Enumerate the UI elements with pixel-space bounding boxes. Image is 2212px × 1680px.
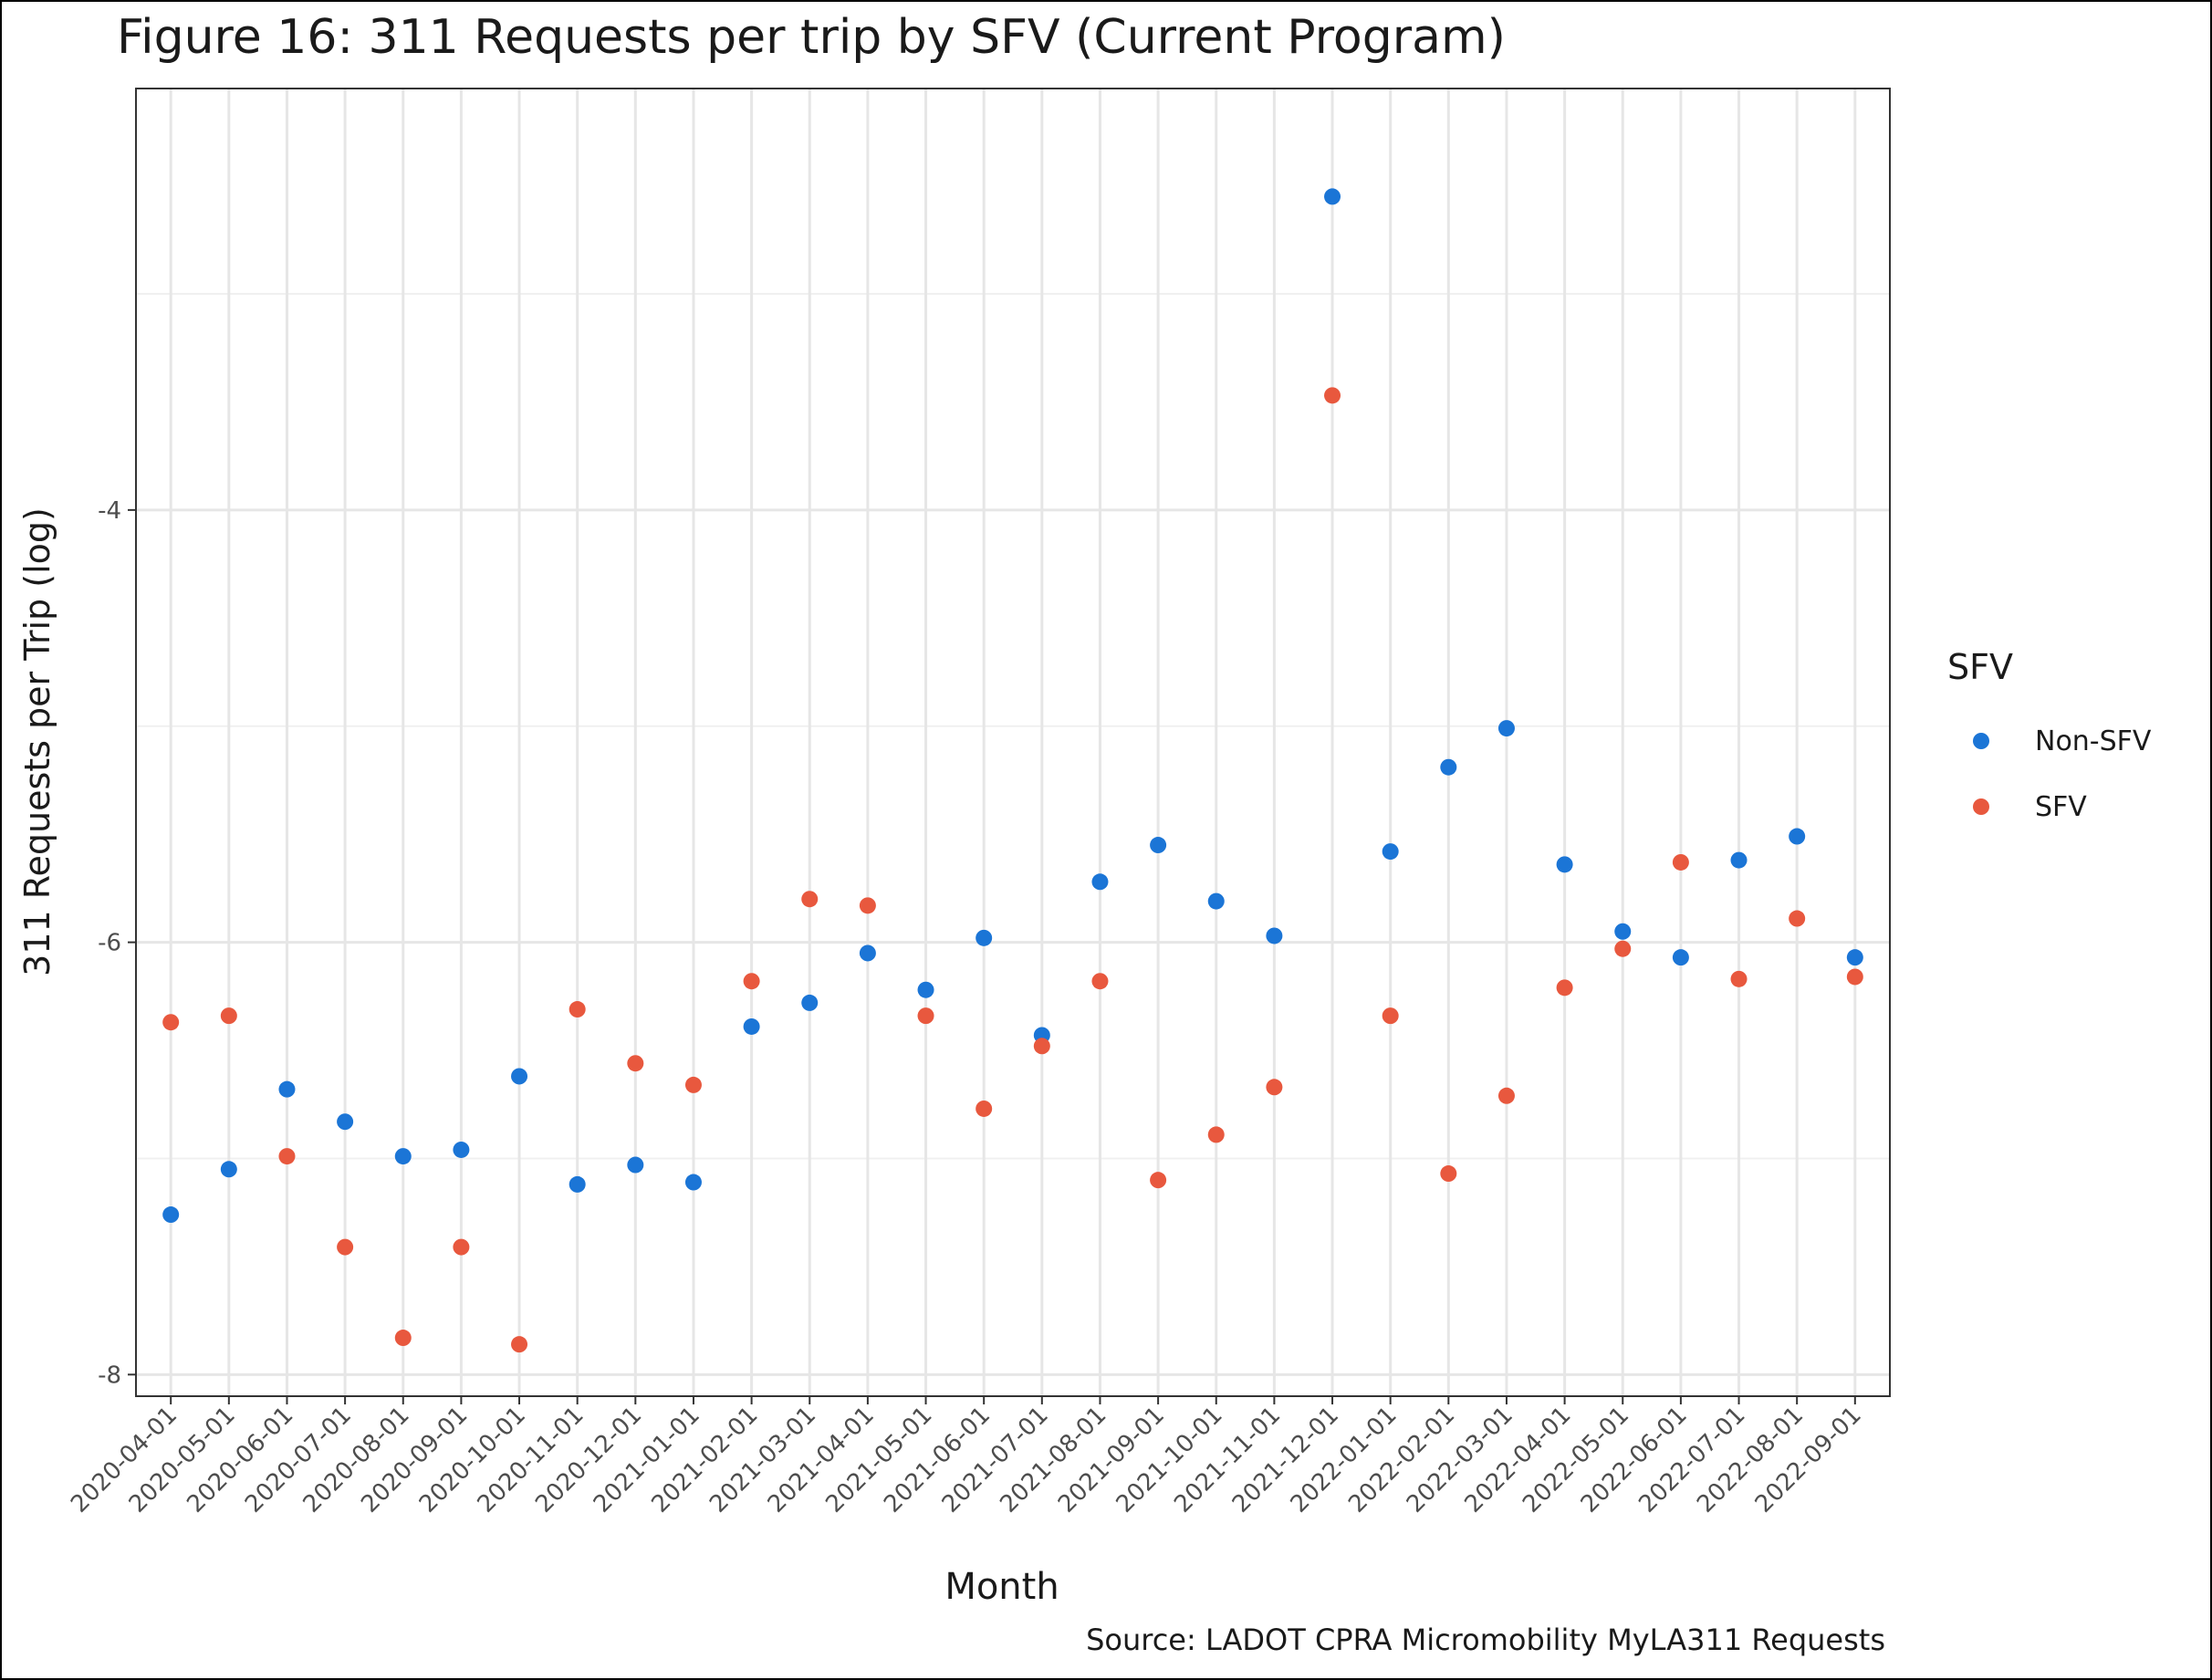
point-non-sfv: [1440, 758, 1457, 776]
point-non-sfv: [917, 981, 934, 998]
point-sfv: [453, 1238, 470, 1256]
point-sfv: [511, 1336, 528, 1353]
point-sfv: [1033, 1038, 1050, 1055]
point-sfv: [1266, 1079, 1283, 1096]
y-axis-title: 311 Requests per Trip (log): [17, 507, 57, 976]
legend-key-sfv: [1973, 798, 1989, 815]
point-sfv: [1846, 968, 1863, 986]
point-sfv: [801, 891, 819, 908]
y-axis: -8 -6 -4: [98, 497, 136, 1389]
x-axis-title: Month: [944, 1566, 1059, 1608]
point-non-sfv: [1672, 949, 1689, 966]
point-sfv: [1207, 1126, 1225, 1143]
plot-panel: [136, 89, 1890, 1396]
chart-title: Figure 16: 311 Requests per trip by SFV …: [117, 10, 1506, 65]
point-sfv: [1672, 853, 1689, 871]
point-sfv: [1614, 940, 1632, 957]
point-sfv: [1556, 979, 1573, 997]
point-non-sfv: [1091, 873, 1109, 891]
legend-key-non-sfv: [1973, 733, 1989, 749]
grid-minor: [136, 293, 1890, 1160]
point-sfv: [220, 1007, 237, 1025]
point-sfv: [976, 1100, 993, 1117]
point-non-sfv: [1497, 720, 1515, 737]
point-non-sfv: [220, 1161, 237, 1178]
point-sfv: [337, 1238, 354, 1256]
point-non-sfv: [394, 1148, 412, 1165]
point-sfv: [1497, 1087, 1515, 1104]
point-sfv: [569, 1001, 586, 1018]
plot-border: [135, 88, 1891, 1397]
point-non-sfv: [801, 994, 819, 1011]
point-sfv: [1440, 1165, 1457, 1183]
point-non-sfv: [743, 1017, 760, 1035]
legend: SFV Non-SFV SFV: [1947, 647, 2152, 823]
point-sfv: [1091, 973, 1109, 990]
point-sfv: [394, 1330, 412, 1347]
point-non-sfv: [1556, 856, 1573, 873]
point-non-sfv: [976, 929, 993, 946]
point-non-sfv: [627, 1156, 644, 1174]
y-tick-label: -6: [98, 930, 121, 957]
point-non-sfv: [1730, 851, 1748, 869]
chart-caption: Source: LADOT CPRA Micromobility MyLA311…: [1086, 1623, 1885, 1657]
point-non-sfv: [859, 944, 876, 962]
point-non-sfv: [1614, 923, 1632, 940]
point-sfv: [743, 973, 760, 990]
point-sfv: [278, 1148, 296, 1165]
point-sfv: [917, 1007, 934, 1025]
point-sfv: [859, 897, 876, 914]
point-non-sfv: [162, 1206, 180, 1224]
point-non-sfv: [1150, 837, 1167, 854]
point-non-sfv: [569, 1175, 586, 1193]
point-non-sfv: [684, 1174, 702, 1191]
point-non-sfv: [1324, 188, 1341, 205]
point-sfv: [1730, 970, 1748, 987]
point-sfv: [684, 1076, 702, 1093]
grid-major: [136, 89, 1890, 1396]
point-sfv: [1324, 387, 1341, 404]
point-non-sfv: [1846, 949, 1863, 966]
legend-title: SFV: [1947, 647, 2013, 687]
legend-label-non-sfv: Non-SFV: [2035, 725, 2152, 757]
x-axis: 2020-04-012020-05-012020-06-012020-07-01…: [66, 1396, 1867, 1518]
point-sfv: [162, 1014, 180, 1031]
legend-label-sfv: SFV: [2035, 791, 2087, 823]
point-non-sfv: [337, 1113, 354, 1131]
point-sfv: [1789, 910, 1806, 927]
legend-items: Non-SFV SFV: [1973, 725, 2152, 823]
point-sfv: [627, 1055, 644, 1072]
point-sfv: [1150, 1172, 1167, 1189]
point-non-sfv: [511, 1068, 528, 1085]
point-non-sfv: [1789, 828, 1806, 845]
point-non-sfv: [1266, 927, 1283, 944]
point-sfv: [1382, 1007, 1399, 1025]
point-non-sfv: [1382, 843, 1399, 861]
data-points: [162, 188, 1863, 1353]
y-tick-label: -8: [98, 1362, 121, 1389]
point-non-sfv: [278, 1080, 296, 1098]
point-non-sfv: [453, 1141, 470, 1158]
y-tick-label: -4: [98, 497, 121, 525]
point-non-sfv: [1207, 892, 1225, 910]
